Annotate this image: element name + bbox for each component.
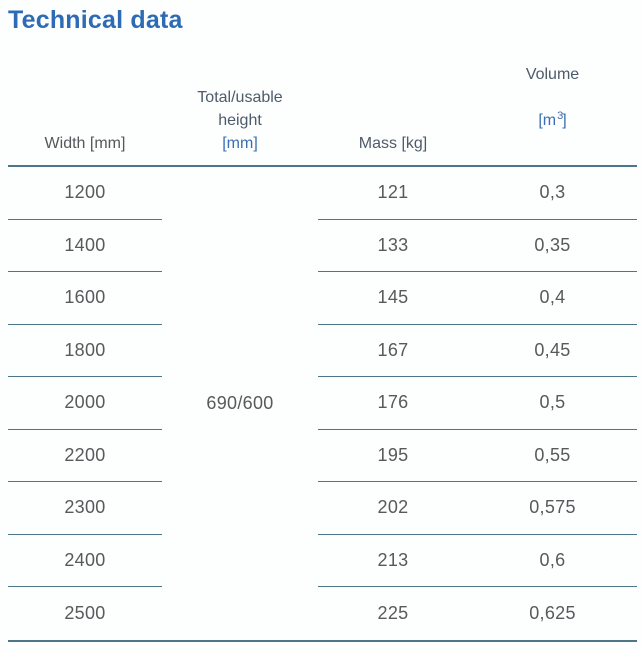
mass-cell: 202 [318, 482, 468, 535]
volume-cell: 0,4 [468, 272, 637, 325]
table-row: 2000 176 0,5 [8, 377, 637, 430]
width-cell: 2300 [8, 482, 162, 535]
volume-cell: 0,5 [468, 377, 637, 430]
width-cell: 2500 [64, 602, 106, 623]
volume-column-unit: [m3] [538, 110, 567, 129]
height-column-unit: [mm] [222, 135, 258, 152]
width-cell: 1200 [8, 167, 162, 220]
volume-cell: 0,55 [468, 430, 637, 482]
table-row: 2400 213 0,6 [8, 535, 637, 587]
table-row: 2200 195 0,55 [8, 430, 637, 482]
mass-cell: 133 [318, 220, 468, 272]
header-row: Width [mm] Total/usable height [mm] Mass… [8, 63, 637, 167]
table-row: 1800 167 0,45 [8, 325, 637, 377]
width-cell: 1600 [8, 272, 162, 325]
merged-height-cell: 690/600 [206, 392, 274, 413]
width-cell: 2000 [8, 377, 162, 430]
page-title: Technical data [8, 6, 183, 34]
volume-cell: 0,6 [468, 535, 637, 587]
width-cell: 1800 [8, 325, 162, 377]
width-cell: 1400 [8, 220, 162, 272]
header-cell-mass: Mass [kg] [318, 63, 468, 155]
mass-cell: 225 [377, 602, 409, 623]
table-body: 690/600 1200 121 0,3 1400 133 0,35 1600 … [8, 167, 637, 642]
width-column-label: Width [mm] [44, 135, 126, 152]
mass-cell: 167 [318, 325, 468, 377]
table-row: 1600 145 0,4 [8, 272, 637, 325]
table-row: 1400 133 0,35 [8, 220, 637, 272]
height-column-label-line2: height [218, 112, 262, 129]
technical-data-table: Width [mm] Total/usable height [mm] Mass… [8, 63, 637, 642]
volume-column-label: Volume [525, 66, 580, 83]
header-cell-volume: Volume [m3] [468, 63, 637, 155]
mass-cell: 176 [318, 377, 468, 430]
table-row: 2500 225 0,625 [8, 587, 637, 640]
mass-cell: 195 [318, 430, 468, 482]
table-row: 2300 202 0,575 [8, 482, 637, 535]
volume-cell: 0,625 [529, 602, 576, 623]
volume-cell: 0,35 [468, 220, 637, 272]
volume-cell: 0,45 [468, 325, 637, 377]
mass-cell: 121 [318, 167, 468, 220]
header-cell-width: Width [mm] [8, 63, 162, 155]
width-cell: 2200 [8, 430, 162, 482]
mass-cell: 213 [318, 535, 468, 587]
table-row: 1200 121 0,3 [8, 167, 637, 220]
width-cell: 2400 [8, 535, 162, 587]
volume-unit-superscript: 3 [557, 110, 564, 122]
height-column-label-line1: Total/usable [197, 89, 283, 106]
header-cell-height: Total/usable height [mm] [162, 63, 318, 155]
mass-cell: 145 [318, 272, 468, 325]
mass-column-label: Mass [kg] [358, 135, 428, 152]
volume-cell: 0,3 [468, 167, 637, 220]
volume-cell: 0,575 [468, 482, 637, 535]
